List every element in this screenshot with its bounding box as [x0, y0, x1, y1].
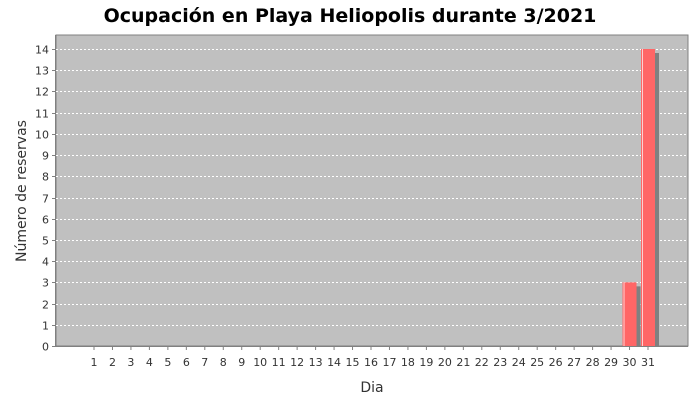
- x-tick-label: 7: [201, 356, 208, 369]
- x-tick-label: 13: [309, 356, 323, 369]
- x-tick-label: 24: [512, 356, 526, 369]
- x-tick-label: 30: [623, 356, 637, 369]
- x-tick-label: 19: [419, 356, 433, 369]
- y-tick-label: 12: [35, 86, 49, 99]
- x-tick-label: 12: [290, 356, 304, 369]
- y-tick-label: 8: [42, 171, 49, 184]
- x-tick-label: 5: [164, 356, 171, 369]
- x-tick-label: 10: [253, 356, 267, 369]
- x-tick-label: 11: [272, 356, 286, 369]
- x-tick-label: 6: [183, 356, 190, 369]
- y-tick-label: 6: [42, 214, 49, 227]
- y-tick-label: 13: [35, 65, 49, 78]
- x-tick-label: 9: [238, 356, 245, 369]
- y-tick-label: 1: [42, 320, 49, 333]
- x-axis-ticks: 1 2 3 4 5 6 7 8 9 10 11 12 13 14 15 16 17 18 19 20 21 22 23 24 2…: [91, 346, 655, 369]
- y-tick-label: 2: [42, 299, 49, 312]
- x-axis-label: Dia: [360, 380, 383, 396]
- y-axis-label: Número de reservas: [14, 120, 30, 262]
- y-tick-label: 11: [35, 108, 49, 121]
- y-tick-label: 3: [42, 277, 49, 290]
- x-tick-label: 27: [567, 356, 581, 369]
- x-tick-label: 3: [127, 356, 134, 369]
- chart-title: Ocupación en Playa Heliopolis durante 3/…: [104, 5, 597, 27]
- x-tick-label: 21: [456, 356, 470, 369]
- x-tick-label: 28: [586, 356, 600, 369]
- x-tick-label: 1: [91, 356, 98, 369]
- x-tick-label: 29: [604, 356, 618, 369]
- bar-dia-31: [641, 49, 655, 346]
- x-tick-label: 20: [438, 356, 452, 369]
- y-tick-label: 0: [42, 341, 49, 354]
- x-tick-label: 26: [549, 356, 563, 369]
- x-tick-label: 18: [401, 356, 415, 369]
- x-tick-label: 2: [109, 356, 116, 369]
- x-tick-label: 8: [220, 356, 227, 369]
- x-tick-label: 22: [475, 356, 489, 369]
- x-tick-label: 16: [364, 356, 378, 369]
- axes: [55, 35, 688, 347]
- x-tick-label: 31: [641, 356, 655, 369]
- y-tick-label: 10: [35, 129, 49, 142]
- x-tick-label: 23: [493, 356, 507, 369]
- plot-area: [55, 34, 689, 347]
- x-tick-label: 4: [146, 356, 153, 369]
- x-tick-label: 25: [530, 356, 544, 369]
- y-tick-label: 9: [42, 150, 49, 163]
- y-tick-label: 7: [42, 193, 49, 206]
- x-tick-label: 15: [346, 356, 360, 369]
- bar-dia-30: [622, 282, 637, 346]
- x-tick-label: 14: [327, 356, 341, 369]
- bars: [622, 49, 659, 346]
- y-tick-label: 14: [35, 44, 49, 57]
- gridlines: [56, 49, 688, 326]
- x-tick-label: 17: [382, 356, 396, 369]
- y-tick-label: 4: [42, 256, 49, 269]
- y-tick-label: 5: [42, 235, 49, 248]
